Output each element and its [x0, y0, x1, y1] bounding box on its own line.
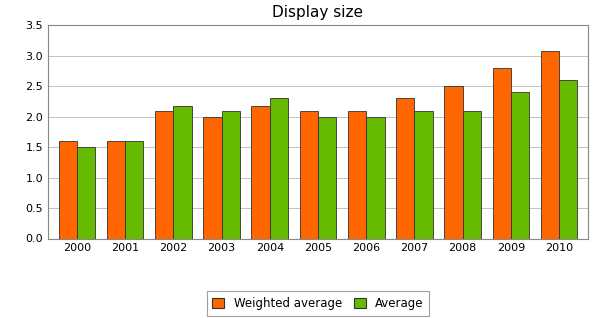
Bar — [251, 106, 270, 238]
Bar — [155, 111, 173, 238]
Bar — [221, 111, 240, 238]
Legend: Weighted average, Average: Weighted average, Average — [206, 291, 430, 316]
Bar — [348, 111, 366, 238]
Bar — [396, 99, 415, 238]
Bar — [59, 141, 77, 238]
Bar — [107, 141, 125, 238]
Bar — [270, 99, 288, 238]
Bar — [463, 111, 481, 238]
Bar — [541, 51, 559, 238]
Bar — [366, 117, 385, 238]
Bar — [415, 111, 433, 238]
Bar — [445, 86, 463, 238]
Bar — [493, 68, 511, 238]
Title: Display size: Display size — [272, 5, 364, 20]
Bar — [77, 147, 95, 238]
Bar — [299, 111, 318, 238]
Bar — [173, 106, 191, 238]
Bar — [318, 117, 337, 238]
Bar — [559, 80, 577, 238]
Bar — [203, 117, 221, 238]
Bar — [125, 141, 143, 238]
Bar — [511, 93, 529, 238]
